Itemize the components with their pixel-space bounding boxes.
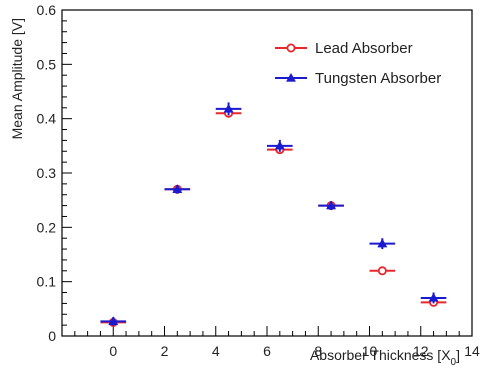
- x-tick-label: 10: [362, 343, 378, 359]
- x-tick-label: 4: [212, 343, 220, 359]
- y-axis-title: Mean Amplitude [V]: [9, 18, 25, 139]
- x-axis-title-main: Absorber Thickness [X: [310, 347, 451, 363]
- x-axis-title-end: ]: [456, 347, 460, 363]
- y-tick-label: 0: [48, 328, 56, 344]
- x-axis-title-subscript: 0: [451, 357, 457, 368]
- legend: Lead Absorber Tungsten Absorber: [275, 40, 441, 87]
- x-tick-label: 12: [413, 343, 429, 359]
- tungsten-data-point: [108, 316, 119, 326]
- plot-border: [61, 9, 473, 337]
- series-tungsten: [100, 102, 447, 326]
- x-tick-label: 0: [109, 343, 117, 359]
- x-tick-label: 6: [263, 343, 271, 359]
- tungsten-data-point: [377, 238, 388, 248]
- y-axis: 0 0.1 0.2 0.3 0.4 0.5 0.6: [37, 2, 72, 344]
- tungsten-data-point: [326, 200, 337, 210]
- legend-marker: [286, 43, 296, 53]
- y-tick-label: 0.6: [37, 2, 57, 18]
- series-lead: [100, 108, 447, 327]
- x-tick-label: 14: [464, 343, 480, 359]
- y-tick-label: 0.3: [37, 165, 57, 181]
- legend-label: Tungsten Absorber: [315, 70, 441, 87]
- tungsten-data-point: [172, 184, 183, 193]
- legend-marker: [285, 72, 297, 82]
- tungsten-data-point: [428, 292, 439, 302]
- x-tick-label: 8: [314, 343, 322, 359]
- lead-data-point: [377, 266, 387, 276]
- x-axis-title: Absorber Thickness [X0]: [310, 347, 460, 368]
- y-tick-label: 0.2: [37, 219, 57, 235]
- series-layer: [100, 102, 447, 327]
- legend-item-tungsten: Tungsten Absorber: [275, 70, 441, 87]
- legend-item-lead: Lead Absorber: [275, 40, 413, 57]
- legend-label: Lead Absorber: [315, 40, 413, 57]
- tungsten-data-point: [274, 140, 285, 150]
- x-axis: 0 2 4 6 8 10 12 14: [61, 326, 480, 359]
- tungsten-data-point: [223, 103, 234, 113]
- y-tick-label: 0.5: [37, 56, 57, 72]
- y-tick-label: 0.4: [37, 111, 57, 127]
- x-tick-label: 2: [161, 343, 169, 359]
- plot-frame: [61, 9, 473, 337]
- y-tick-label: 0.1: [37, 274, 57, 290]
